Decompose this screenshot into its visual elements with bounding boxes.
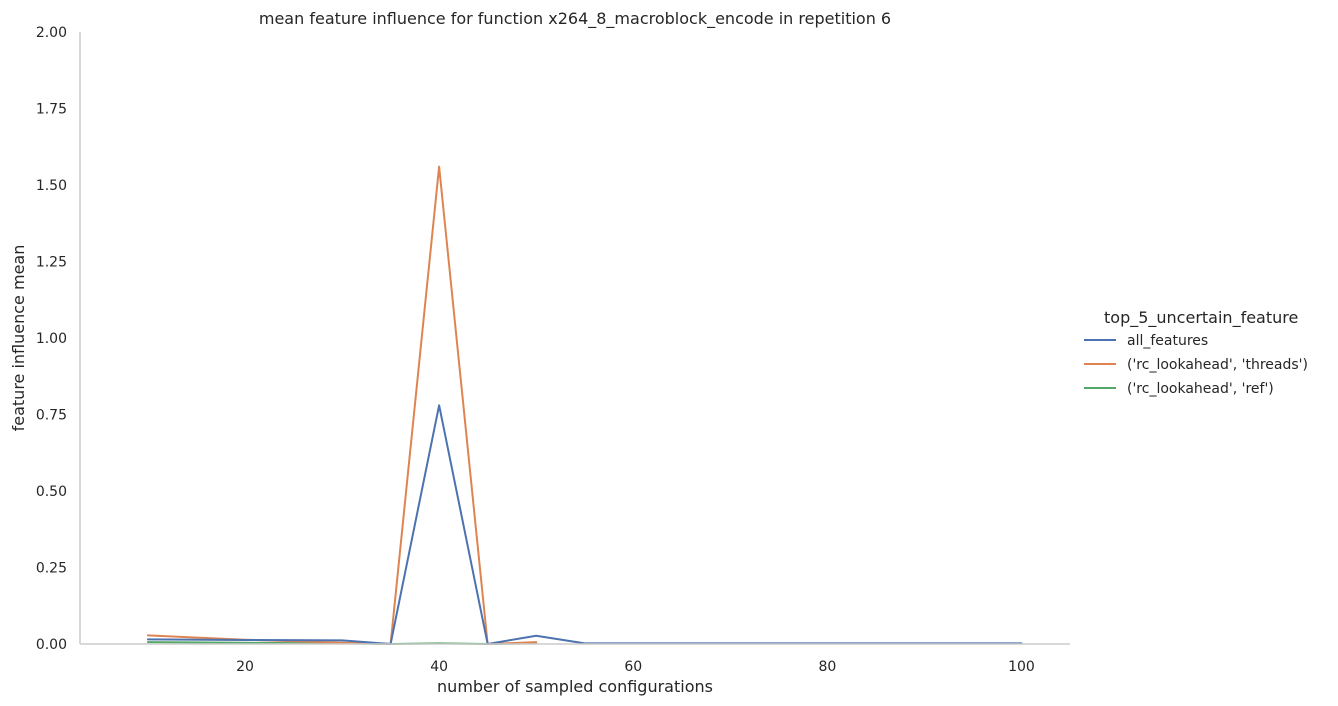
y-tick-label: 0.75	[36, 408, 67, 424]
legend: top_5_uncertain_feature all_features ('rc…	[1084, 308, 1308, 397]
series-line-0	[146, 404, 1023, 645]
x-tick-label: 20	[236, 659, 254, 675]
y-tick-label: 1.00	[36, 331, 67, 347]
legend-label-2: ('rc_lookahead', 'ref')	[1127, 381, 1274, 397]
y-tick-label: 1.50	[36, 178, 67, 194]
y-tick-label: 1.25	[36, 255, 67, 271]
plot-area: 0.00 0.25 0.50 0.75 1.00 1.25 1.50 1.75 2.00 20 4…	[36, 25, 1070, 675]
x-axis-label: number of sampled configurations	[437, 677, 713, 696]
y-tick-label: 0.25	[36, 561, 67, 577]
x-ticks: 20 40 60 80 100	[236, 659, 1035, 675]
y-tick-label: 2.00	[36, 25, 67, 41]
chart-title: mean feature influence for function x264…	[259, 9, 891, 29]
y-tick-label: 0.50	[36, 484, 67, 500]
x-tick-label: 40	[430, 659, 448, 675]
series-line-1	[146, 165, 538, 645]
y-axis-label: feature influence mean	[9, 245, 28, 432]
x-tick-label: 60	[624, 659, 642, 675]
legend-label-0: all_features	[1127, 333, 1208, 349]
legend-items: all_features ('rc_lookahead', 'threads') (…	[1084, 333, 1308, 397]
y-tick-label: 1.75	[36, 102, 67, 118]
x-tick-label: 80	[818, 659, 836, 675]
x-tick-label: 100	[1008, 659, 1035, 675]
legend-label-1: ('rc_lookahead', 'threads')	[1127, 357, 1308, 373]
series-group	[146, 165, 1023, 645]
y-tick-label: 0.00	[36, 637, 67, 653]
legend-title: top_5_uncertain_feature	[1104, 308, 1298, 328]
y-ticks: 0.00 0.25 0.50 0.75 1.00 1.25 1.50 1.75 2.00	[36, 25, 67, 653]
